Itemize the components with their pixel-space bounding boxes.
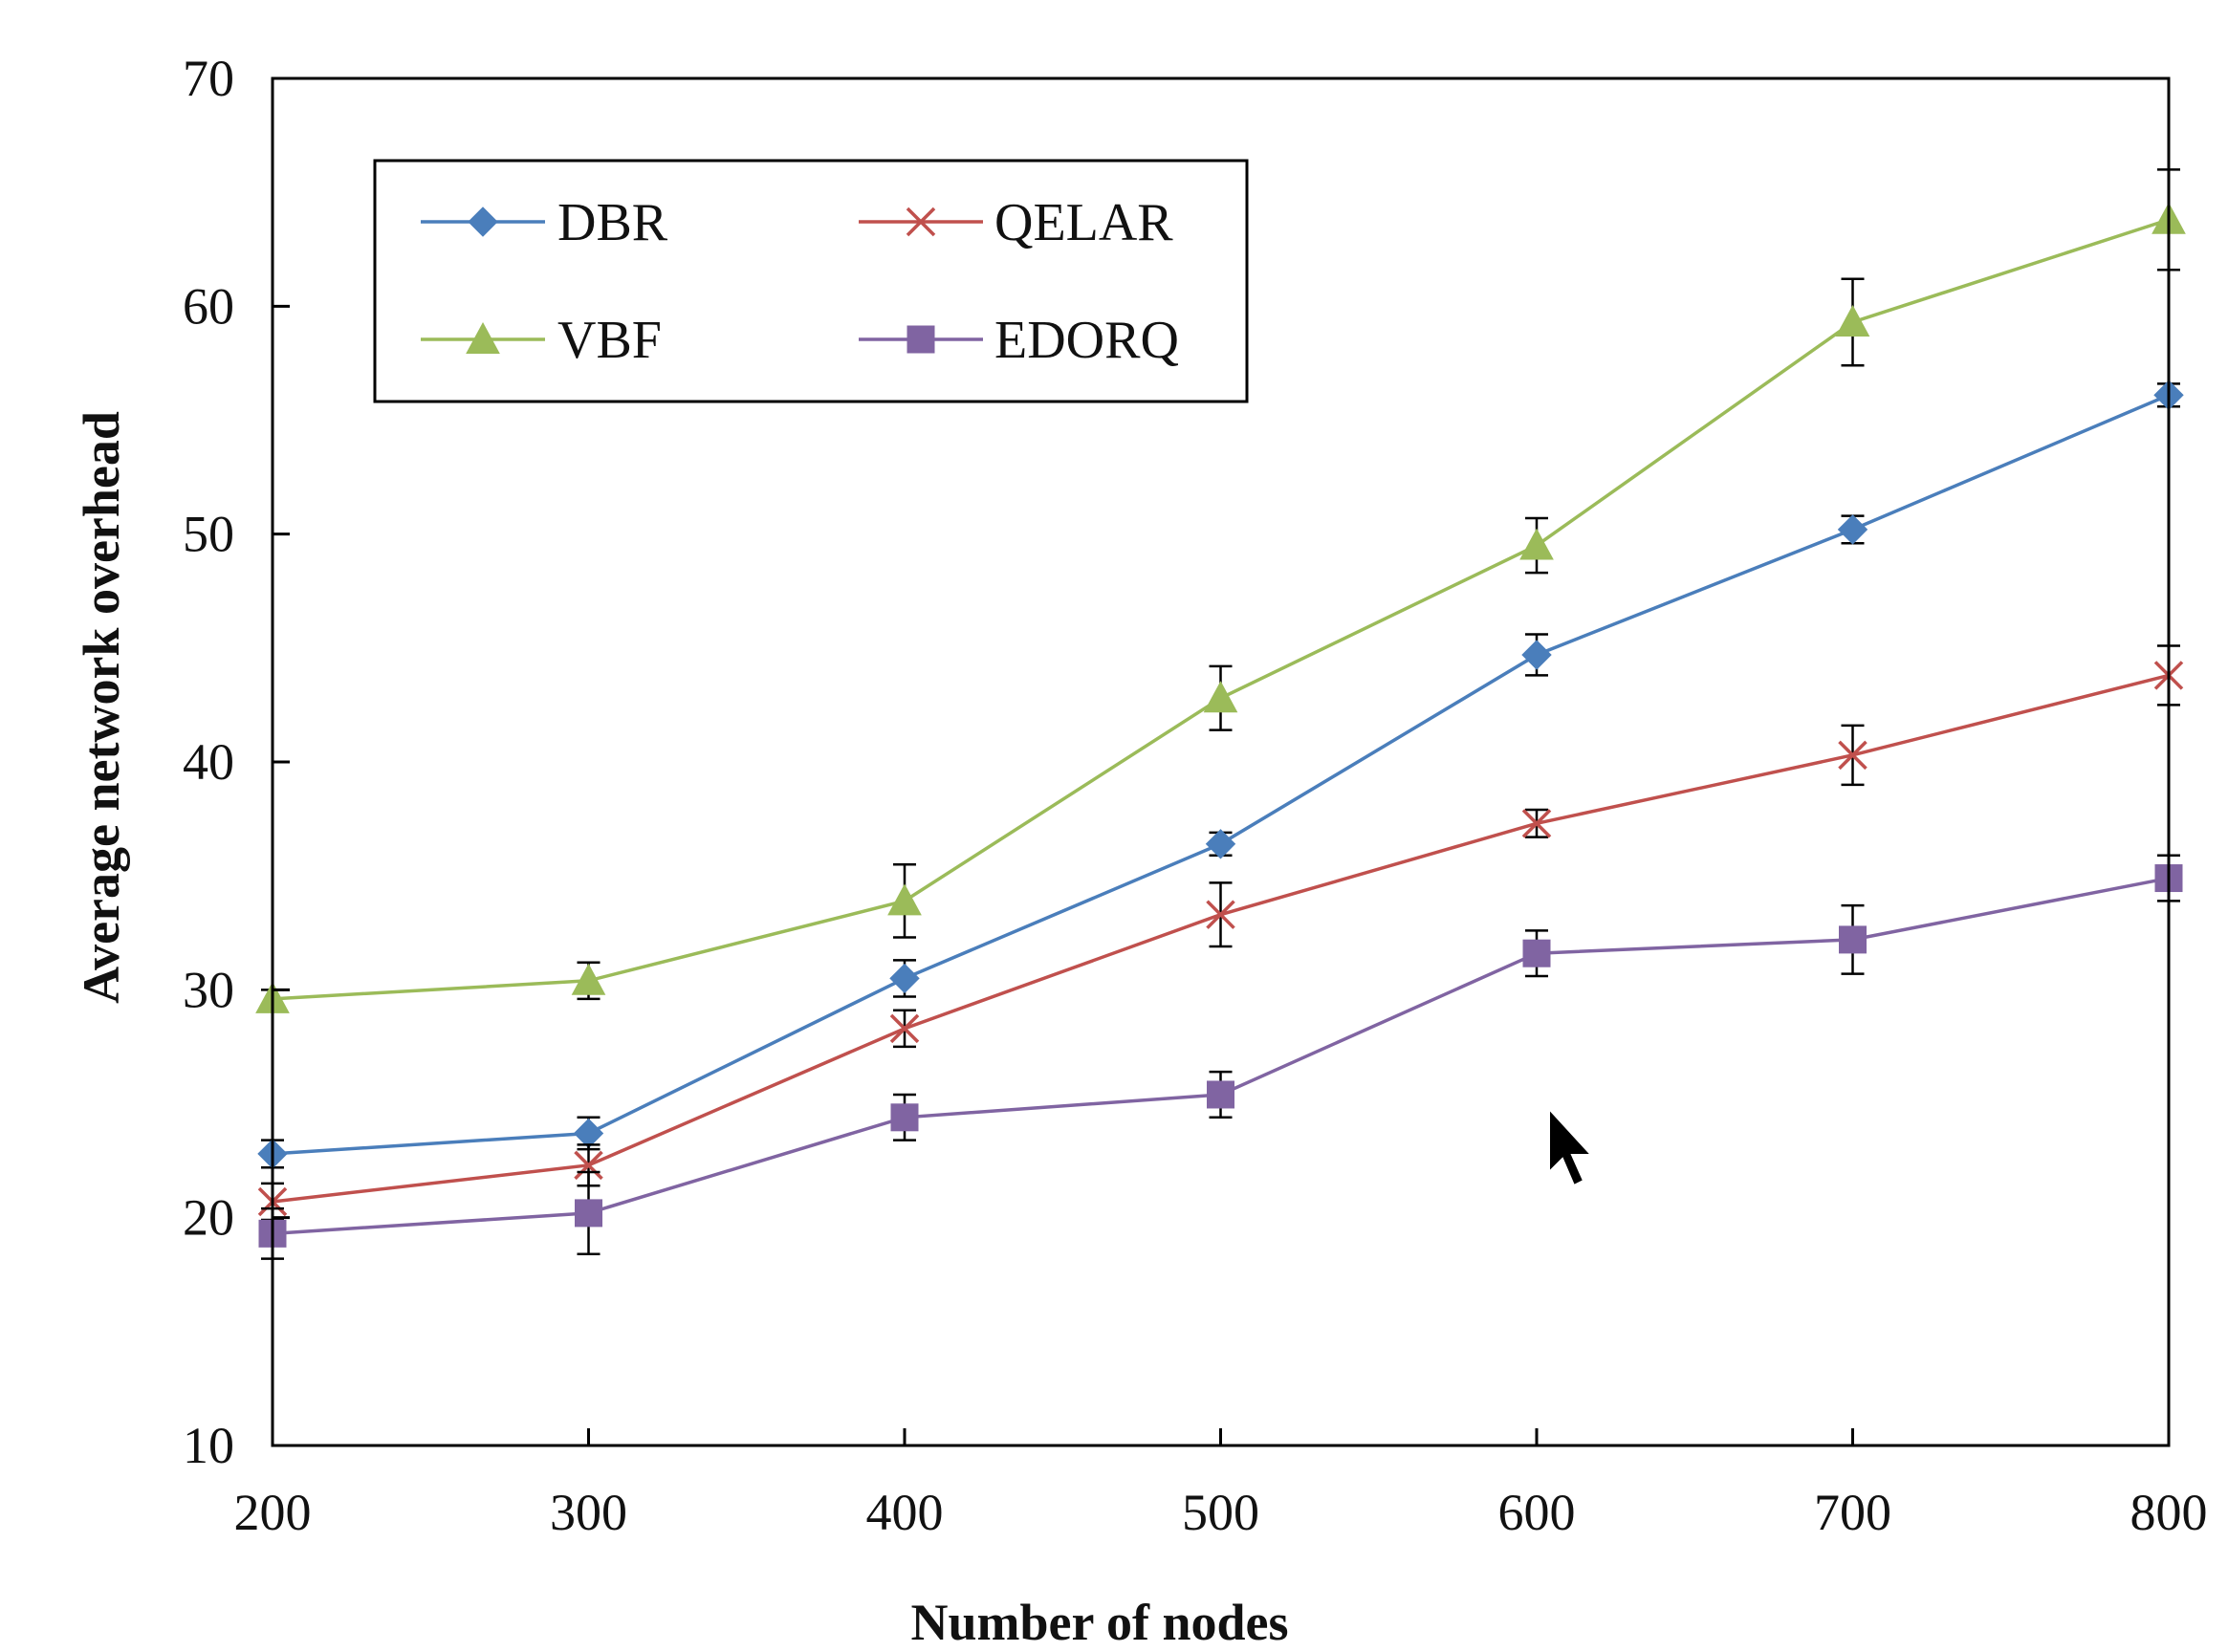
legend-label-qelar: QELAR xyxy=(994,193,1173,252)
legend-item-edorq: EDORQ xyxy=(859,311,1179,370)
cursor-pointer-icon xyxy=(1548,1106,1594,1187)
data-point-edorq-600 xyxy=(1522,939,1551,967)
legend-item-vbf: VBF xyxy=(421,311,662,370)
data-point-dbr-500 xyxy=(1205,829,1236,859)
data-point-vbf-500 xyxy=(1203,681,1238,713)
x-tick-label-500: 500 xyxy=(1182,1484,1259,1541)
x-tick-label-600: 600 xyxy=(1498,1484,1576,1541)
x-tick-label-800: 800 xyxy=(2130,1484,2208,1541)
data-point-qelar-600 xyxy=(1521,809,1552,838)
legend-label-vbf: VBF xyxy=(557,311,662,370)
x-axis-title: Number of nodes xyxy=(910,1594,1288,1651)
y-tick-label-50: 50 xyxy=(183,506,234,563)
y-tick-label-70: 70 xyxy=(183,50,234,107)
x-tick-label-300: 300 xyxy=(550,1484,627,1541)
data-point-qelar-300 xyxy=(574,1150,603,1181)
y-axis-title: Average network overhead xyxy=(73,411,130,1004)
data-point-dbr-700 xyxy=(1837,514,1868,545)
data-point-qelar-400-stroke-b xyxy=(889,1013,920,1044)
plot-area xyxy=(255,168,2186,1260)
x-tick-label-200: 200 xyxy=(234,1484,312,1541)
data-point-qelar-400 xyxy=(889,1013,920,1044)
legend-item-qelar: QELAR xyxy=(859,193,1173,252)
data-point-vbf-600 xyxy=(1519,528,1554,560)
axes: 10 20 30 40 50 60 70 200 300 400 500 600 700 800 xyxy=(183,50,2208,1541)
legend-item-dbr: DBR xyxy=(421,193,668,252)
x-tick-label-700: 700 xyxy=(1814,1484,1891,1541)
legend-box xyxy=(373,159,1249,403)
legend-marker-qelar-stroke-b xyxy=(906,206,936,237)
data-point-qelar-600-stroke-b xyxy=(1521,809,1552,838)
series-vbf xyxy=(255,168,2186,1013)
y-tick-label-30: 30 xyxy=(183,961,234,1018)
series-edorq xyxy=(258,854,2183,1260)
legend: DBR QELAR VBF EDORQ xyxy=(373,159,1249,403)
data-point-qelar-500-stroke-b xyxy=(1206,900,1235,929)
legend-marker-vbf xyxy=(466,321,500,354)
data-point-vbf-700 xyxy=(1835,304,1870,337)
data-point-qelar-700-stroke-b xyxy=(1838,740,1868,771)
data-point-dbr-400 xyxy=(889,963,920,994)
y-tick-label-20: 20 xyxy=(183,1189,234,1247)
data-point-vbf-300 xyxy=(571,963,606,995)
legend-label-dbr: DBR xyxy=(557,193,668,252)
y-tick-label-10: 10 xyxy=(183,1417,234,1474)
data-point-edorq-300 xyxy=(575,1199,602,1228)
y-tick-label-40: 40 xyxy=(183,733,234,791)
data-point-edorq-500 xyxy=(1207,1080,1234,1109)
y-tick-label-60: 60 xyxy=(183,277,234,335)
data-point-edorq-700 xyxy=(1839,925,1867,954)
data-point-dbr-300 xyxy=(573,1118,604,1149)
data-point-qelar-300-stroke-b xyxy=(574,1150,603,1181)
legend-marker-dbr xyxy=(468,206,498,237)
data-point-dbr-600 xyxy=(1521,640,1552,670)
legend-marker-qelar xyxy=(906,206,936,237)
legend-marker-edorq xyxy=(906,325,935,354)
x-tick-label-400: 400 xyxy=(866,1484,944,1541)
series-line-dbr xyxy=(272,393,2170,1156)
data-point-edorq-400 xyxy=(890,1103,919,1132)
data-point-qelar-700 xyxy=(1838,740,1868,771)
data-point-vbf-400 xyxy=(887,883,922,916)
legend-label-edorq: EDORQ xyxy=(994,311,1179,370)
data-point-qelar-500 xyxy=(1206,900,1235,929)
series-dbr xyxy=(257,380,2184,1169)
